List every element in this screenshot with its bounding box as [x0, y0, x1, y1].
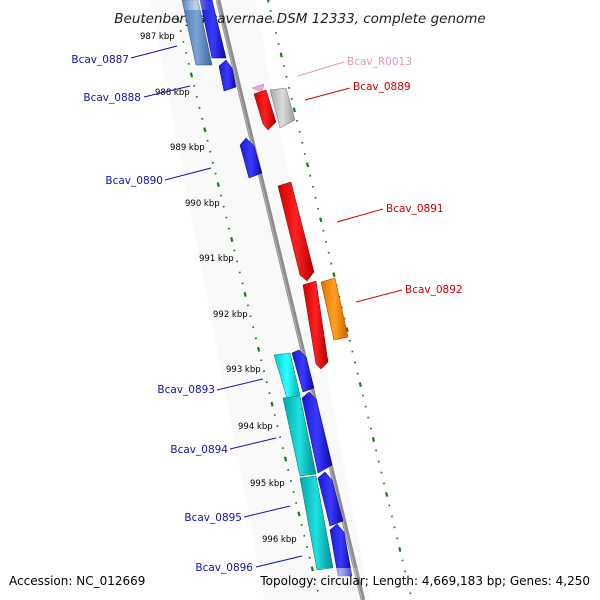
- tick-major: [243, 291, 247, 297]
- tick-major: [345, 327, 349, 333]
- gene-glyph: [180, 0, 210, 10]
- gene-glyph[interactable]: [291, 349, 315, 393]
- gene-label-bcav-0895[interactable]: Bcav_0895: [184, 512, 242, 524]
- gene-glyph[interactable]: [239, 137, 263, 179]
- tick-major: [332, 272, 336, 278]
- gene-label-bcav-0889[interactable]: Bcav_0889: [353, 81, 411, 93]
- ruler-label: 987 kbp: [140, 32, 175, 42]
- tick-major: [310, 566, 314, 572]
- tick-major: [398, 546, 402, 552]
- accession-text: Accession: NC_012669: [9, 574, 146, 588]
- gene-labels: Bcav_0887 Bcav_0888 Bcav_0890 Bcav_0893 …: [71, 54, 462, 574]
- gene-glyph[interactable]: [269, 87, 296, 129]
- gene-glyph[interactable]: [218, 59, 237, 92]
- gene-label-bcav-0896[interactable]: Bcav_0896: [195, 562, 253, 574]
- gene-label-bcav-0893[interactable]: Bcav_0893: [157, 384, 215, 396]
- tick-major: [305, 162, 310, 168]
- gene-label-bcav-r0013[interactable]: Bcav_R0013: [347, 56, 412, 68]
- gene-glyph[interactable]: [317, 471, 344, 527]
- tick-major: [257, 346, 261, 352]
- ruler-label: 992 kbp: [213, 310, 248, 320]
- tick-major: [216, 182, 220, 188]
- gene-label-bcav-0891[interactable]: Bcav_0891: [386, 203, 444, 215]
- tick-major: [266, 0, 270, 3]
- gene-glyph[interactable]: [282, 395, 317, 477]
- page-title: Beutenbergia cavernae DSM 12333, complet…: [114, 11, 485, 27]
- ruler-label: 994 kbp: [238, 422, 273, 432]
- topology-text: Topology: circular; Length: 4,669,183 bp…: [260, 574, 590, 588]
- tick-major: [292, 107, 296, 113]
- gene-label-bcav-0892[interactable]: Bcav_0892: [405, 284, 463, 296]
- genome-backbone: [215, 0, 366, 600]
- tick-major: [358, 382, 362, 388]
- ruler-label: 990 kbp: [185, 199, 220, 209]
- ruler-label: 993 kbp: [226, 365, 261, 375]
- ruler-label: 995 kbp: [250, 479, 285, 489]
- ruler-label: 991 kbp: [199, 254, 234, 264]
- gene-glyph[interactable]: [302, 280, 329, 370]
- tick-major: [283, 456, 288, 462]
- gene-glyph[interactable]: [273, 352, 301, 399]
- gene-glyph: [318, 568, 362, 578]
- tick-track-right: [266, 0, 412, 595]
- gene-glyph[interactable]: [181, 0, 213, 66]
- tick-major: [203, 127, 207, 133]
- gene-glyph[interactable]: [320, 277, 349, 341]
- tick-major: [176, 17, 180, 23]
- ruler-label: 996 kbp: [262, 535, 297, 545]
- tick-major: [297, 511, 301, 517]
- tick-major: [319, 217, 323, 223]
- genome-backbone-highlight: [216, 0, 363, 600]
- gene-glyph[interactable]: [253, 89, 277, 131]
- ruler-labels: 987 kbp 988 kbp 989 kbp 990 kbp 991 kbp …: [140, 32, 297, 545]
- tick-major: [385, 492, 389, 497]
- gene-label-bcav-0894[interactable]: Bcav_0894: [170, 444, 228, 456]
- gene-glyph[interactable]: [277, 181, 315, 282]
- tick-major: [270, 401, 274, 407]
- tick-track-left: [176, 17, 319, 592]
- gene-glyph[interactable]: [199, 0, 227, 59]
- label-leaders: [130, 45, 403, 568]
- gene-label-bcav-0890[interactable]: Bcav_0890: [105, 175, 163, 187]
- gene-glyph[interactable]: [301, 391, 333, 474]
- tick-major: [230, 237, 234, 242]
- ruler-label: 988 kbp: [155, 88, 190, 98]
- ruler-label: 989 kbp: [170, 143, 205, 153]
- tick-major: [371, 437, 376, 442]
- gene-glyph[interactable]: [251, 83, 265, 93]
- gene-label-bcav-0887[interactable]: Bcav_0887: [71, 54, 129, 66]
- gene-features: [180, 0, 362, 578]
- gene-label-bcav-0888[interactable]: Bcav_0888: [83, 92, 141, 104]
- tick-major: [189, 72, 194, 78]
- tick-major: [279, 52, 283, 58]
